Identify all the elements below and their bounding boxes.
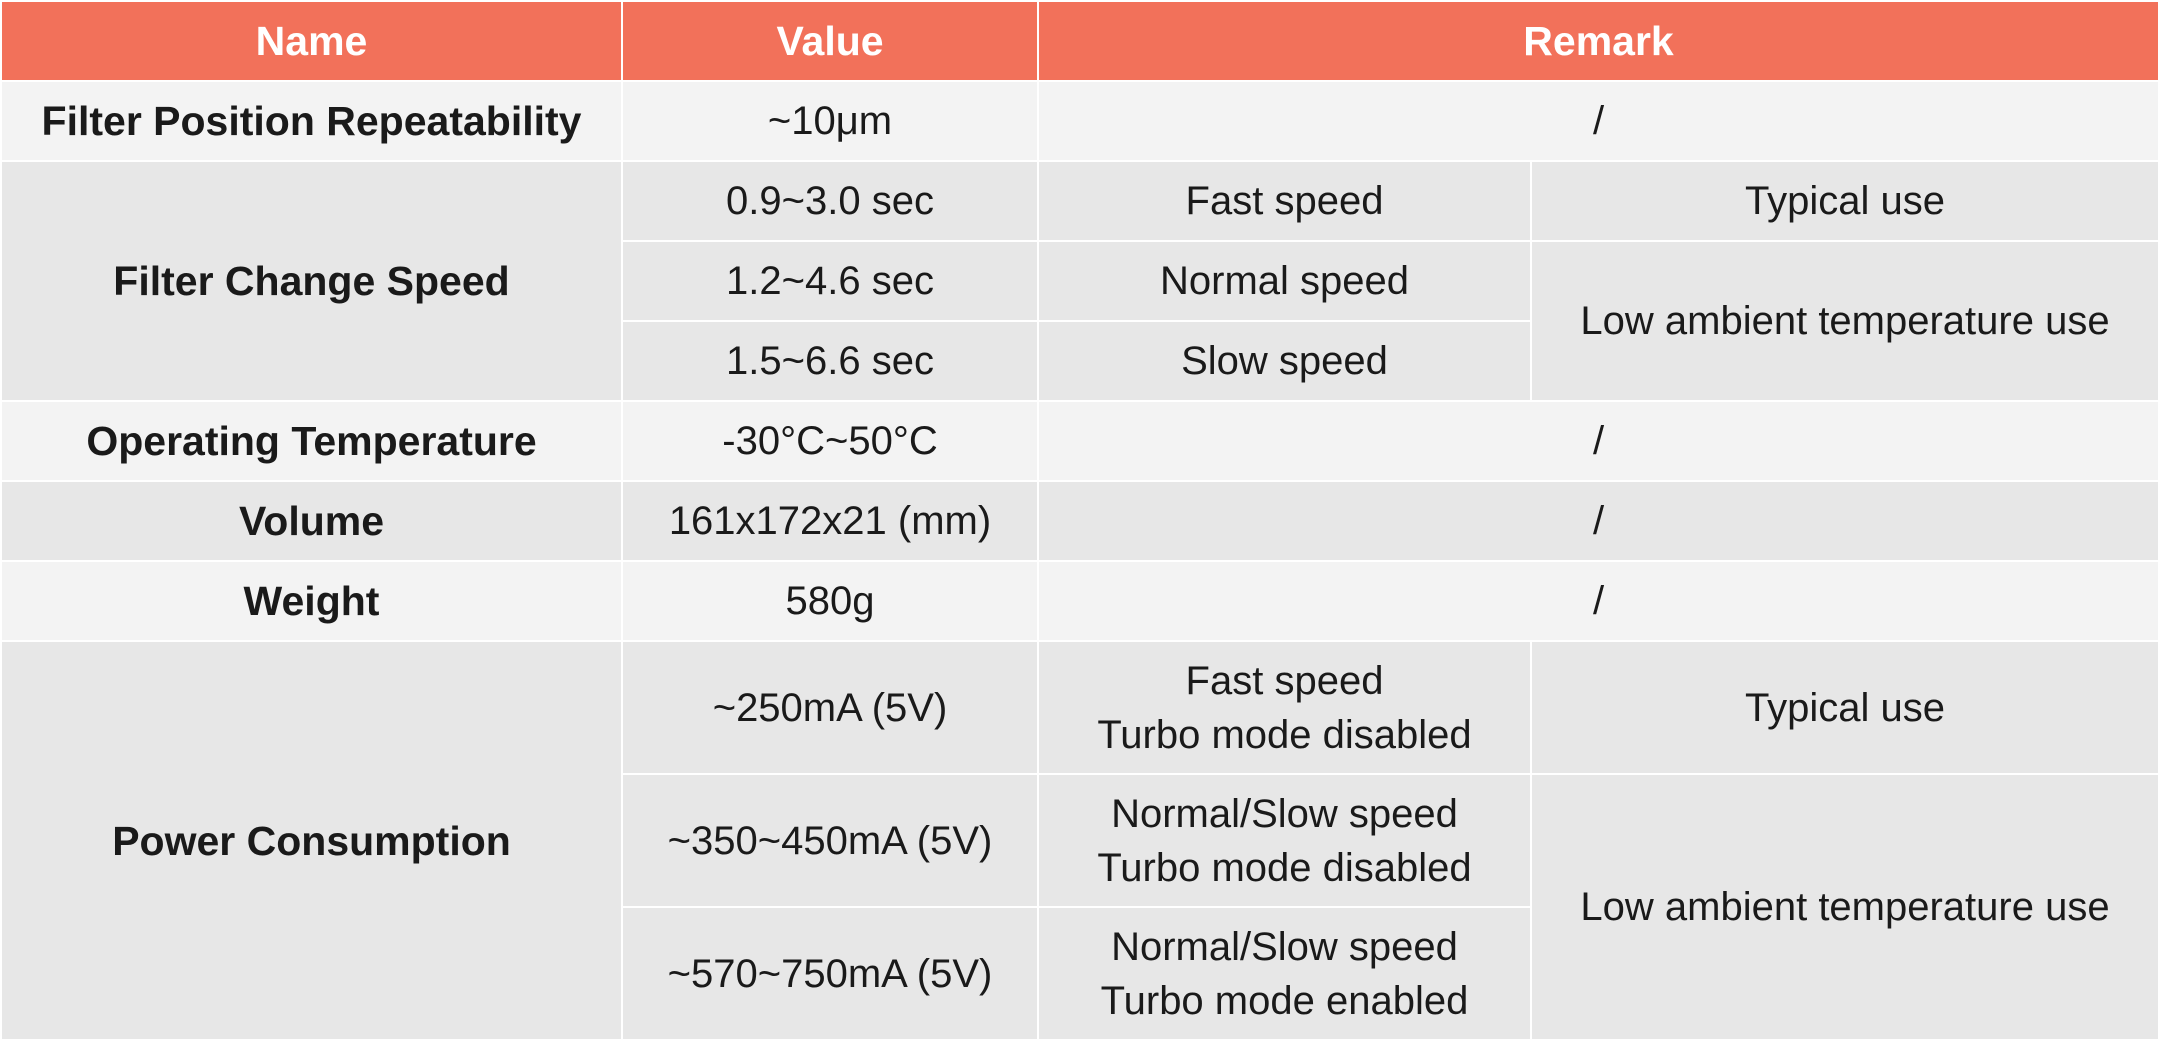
power-mode-fast-line2: Turbo mode disabled <box>1097 712 1472 757</box>
speed-mode-fast: Fast speed <box>1037 160 1532 242</box>
header-remark: Remark <box>1037 0 2158 82</box>
power-mode-fast: Fast speed Turbo mode disabled <box>1037 640 1532 775</box>
row-remark-weight: / <box>1037 560 2158 642</box>
speed-value-fast: 0.9~3.0 sec <box>621 160 1039 242</box>
header-value: Value <box>621 0 1039 82</box>
table-row-operating-temperature: Operating Temperature -30°C~50°C / <box>0 400 2158 482</box>
speed-mode-normal: Normal speed <box>1037 240 1532 322</box>
power-mode-normal-slow-off-line2: Turbo mode disabled <box>1097 845 1472 890</box>
row-name-change-speed: Filter Change Speed <box>0 160 623 402</box>
table-row-repeatability: Filter Position Repeatability ~10μm / <box>0 80 2158 162</box>
power-value-normal-slow-on: ~570~750mA (5V) <box>621 906 1039 1041</box>
row-remark-operating-temperature: / <box>1037 400 2158 482</box>
speed-mode-slow: Slow speed <box>1037 320 1532 402</box>
row-name-power: Power Consumption <box>0 640 623 1041</box>
header-row: Name Value Remark <box>0 0 2158 82</box>
table-row-power-normal-slow-off: ~350~450mA (5V) Normal/Slow speed Turbo … <box>1 773 2158 1041</box>
row-remark-repeatability: / <box>1037 80 2158 162</box>
speed-value-slow: 1.5~6.6 sec <box>621 320 1039 402</box>
row-value-operating-temperature: -30°C~50°C <box>621 400 1039 482</box>
table-row-volume: Volume 161x172x21 (mm) / <box>0 480 2158 562</box>
power-value-fast: ~250mA (5V) <box>621 640 1039 775</box>
power-mode-fast-line1: Fast speed <box>1185 658 1384 703</box>
power-mode-normal-slow-off-line1: Normal/Slow speed <box>1111 791 1458 836</box>
speed-use-typical: Typical use <box>1530 160 2158 242</box>
power-value-normal-slow-off: ~350~450mA (5V) <box>621 773 1039 908</box>
row-value-weight: 580g <box>621 560 1039 642</box>
table-row-power-normal-slow-on: ~570~750mA (5V) Normal/Slow speed Turbo … <box>1 906 2158 1041</box>
power-mode-normal-slow-on: Normal/Slow speed Turbo mode enabled <box>1037 906 1532 1041</box>
speed-use-low-temp: Low ambient temperature use <box>1530 240 2158 402</box>
table-row-change-speed-fast: Filter Change Speed 0.9~3.0 sec Fast spe… <box>0 160 2158 402</box>
row-name-volume: Volume <box>0 480 623 562</box>
header-name: Name <box>0 0 623 82</box>
row-name-weight: Weight <box>0 560 623 642</box>
speed-value-normal: 1.2~4.6 sec <box>621 240 1039 322</box>
table-row-change-speed-slow: 1.5~6.6 sec Slow speed <box>1 320 2158 402</box>
table-row-power-fast: Power Consumption ~250mA (5V) Fast speed… <box>0 640 2158 1041</box>
table-row-change-speed-normal: 1.2~4.6 sec Normal speed Low ambient tem… <box>1 240 2158 402</box>
power-mode-normal-slow-on-line1: Normal/Slow speed <box>1111 924 1458 969</box>
power-mode-normal-slow-off: Normal/Slow speed Turbo mode disabled <box>1037 773 1532 908</box>
table-row-weight: Weight 580g / <box>0 560 2158 642</box>
row-value-volume: 161x172x21 (mm) <box>621 480 1039 562</box>
power-mode-normal-slow-on-line2: Turbo mode enabled <box>1100 978 1469 1023</box>
row-name-operating-temperature: Operating Temperature <box>0 400 623 482</box>
row-name-repeatability: Filter Position Repeatability <box>0 80 623 162</box>
row-value-repeatability: ~10μm <box>621 80 1039 162</box>
power-use-low-temp: Low ambient temperature use <box>1530 773 2158 1041</box>
power-use-typical: Typical use <box>1530 640 2158 775</box>
row-remark-volume: / <box>1037 480 2158 562</box>
